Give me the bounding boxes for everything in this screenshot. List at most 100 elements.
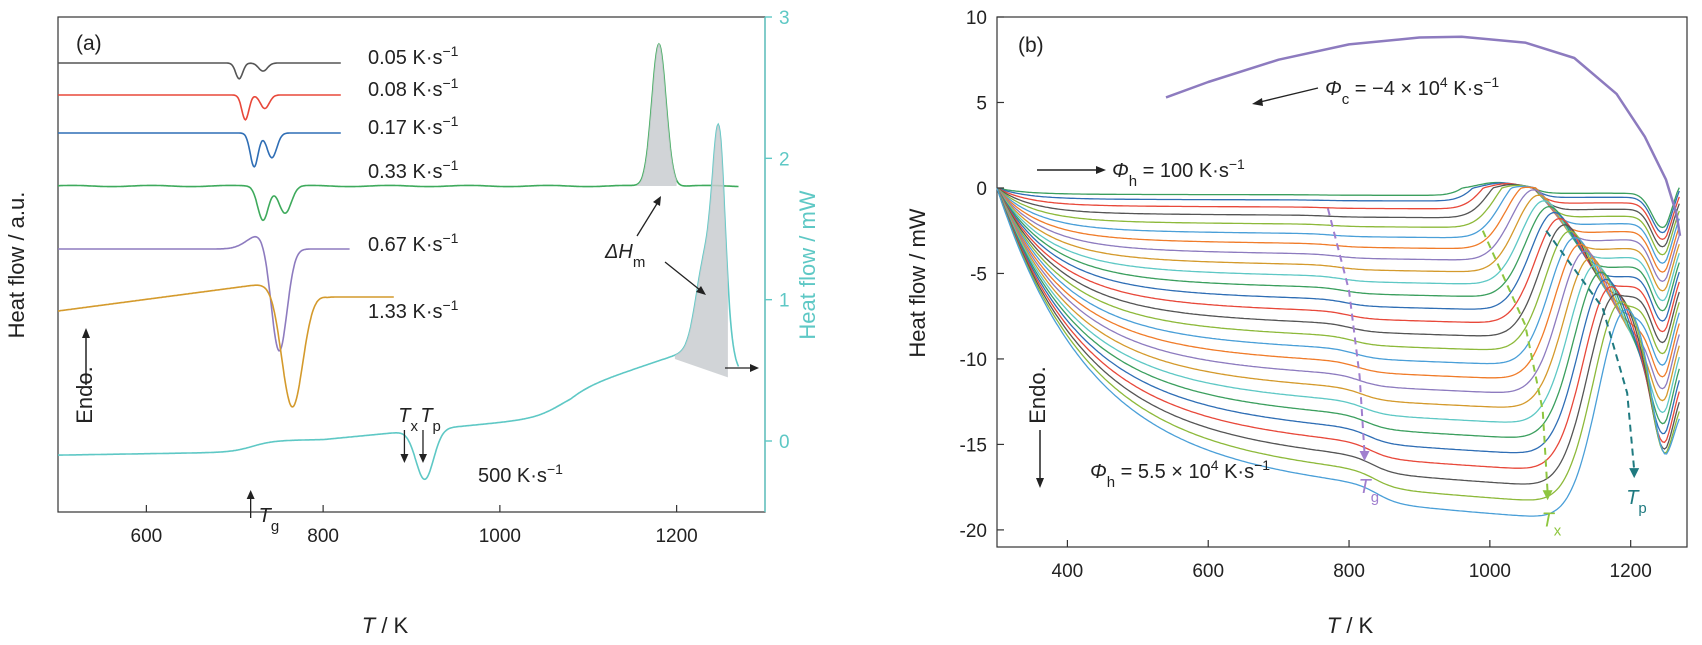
panel-b-y-ticks: 10 5 0 -5 -10 -15 -20 bbox=[960, 8, 1004, 542]
panel-a-label: (a) bbox=[76, 32, 102, 55]
panel-b-tp-dash bbox=[1545, 230, 1636, 471]
panel-b-heating-line bbox=[996, 187, 1680, 366]
panel-b-heating-line bbox=[996, 187, 1680, 355]
panel-b-tp-dash-head bbox=[1629, 468, 1640, 479]
panel-a-series-label: 0.05 K·s−1 bbox=[368, 43, 459, 69]
panel-a-series-line bbox=[58, 62, 341, 80]
panel-b-marker-lines: Tg Tx Tp bbox=[1326, 208, 1647, 539]
panel-b-heating-line bbox=[996, 187, 1680, 469]
panel-a-x-tick-label: 800 bbox=[307, 526, 339, 547]
panel-a-dHm-arrowhead1 bbox=[653, 196, 661, 206]
panel-b-heating-line bbox=[996, 187, 1680, 454]
panel-a-series-label: 0.17 K·s−1 bbox=[368, 113, 459, 139]
panel-b-heating-line bbox=[996, 187, 1680, 393]
panel-b-heating-line bbox=[996, 187, 1680, 501]
panel-a-series-line bbox=[58, 132, 341, 168]
panel-a-ylabel: Heat flow / a.u. bbox=[4, 192, 29, 339]
panel-a-series-line bbox=[57, 284, 394, 408]
panel-b-y-tick-label: 10 bbox=[966, 8, 987, 29]
panel-a-x-tick-label: 1200 bbox=[655, 526, 697, 547]
panel-b-chart: (b) Tg Tx Tp 400 600 800 1000 1200 10 5 0 -5 -10 -1… bbox=[905, 8, 1688, 638]
panel-a-series-label: 1.33 K·s−1 bbox=[368, 297, 459, 323]
panel-a-y2-tick-label: 0 bbox=[779, 432, 790, 453]
panel-a-tp-label: Tp bbox=[420, 405, 441, 435]
panel-b-y-tick-label: 0 bbox=[976, 179, 987, 200]
panel-b-tx-dash-head bbox=[1542, 490, 1553, 501]
panel-b-cooling-line bbox=[1165, 35, 1682, 237]
panel-a-series-line bbox=[58, 94, 341, 121]
panel-a-y2-ticks: 0 1 2 3 bbox=[764, 8, 790, 512]
panel-b-y-tick-label: -5 bbox=[970, 264, 987, 285]
panel-a-dHm-label: ΔHm bbox=[604, 241, 645, 271]
panel-b-tg-dash bbox=[1326, 208, 1366, 454]
panel-b-heat-low-arrowhead bbox=[1096, 166, 1106, 174]
panel-a-txtp-arrowhead bbox=[400, 454, 409, 463]
panel-a-series-labels: 0.05 K·s−1 0.08 K·s−1 0.17 K·s−1 0.33 K·s−1… bbox=[368, 43, 563, 487]
panel-a-dHm-arrow1 bbox=[636, 201, 659, 237]
panel-b-x-tick-label: 1200 bbox=[1610, 561, 1652, 582]
panel-b-x-tick-label: 800 bbox=[1333, 561, 1365, 582]
panel-b-y-tick-label: -15 bbox=[960, 435, 987, 456]
panel-a-melting-area-500 bbox=[674, 124, 728, 378]
panel-b-cooling-arrow bbox=[1259, 87, 1319, 103]
panel-b-heat-low-label: Φh = 100 K·s−1 bbox=[1112, 156, 1245, 190]
panel-a-tg-label: Tg bbox=[259, 505, 280, 535]
panel-b-y-tick-label: -20 bbox=[960, 521, 987, 542]
panel-a-x-ticks: 600 800 1000 1200 bbox=[131, 505, 698, 547]
panel-b-ylabel: Heat flow / mW bbox=[905, 208, 930, 357]
panel-a-series-label: 0.67 K·s−1 bbox=[368, 230, 459, 256]
panel-a-dHm-arrowhead2 bbox=[696, 286, 706, 295]
panel-b-label: (b) bbox=[1018, 34, 1044, 57]
panel-b-x-tick-label: 1000 bbox=[1469, 561, 1511, 582]
panel-b-x-tick-label: 600 bbox=[1192, 561, 1224, 582]
panel-b-heating-line bbox=[996, 187, 1680, 423]
panel-a-xlabel: T / K bbox=[362, 613, 409, 638]
panel-a-series-label: 0.08 K·s−1 bbox=[368, 75, 459, 101]
panel-b-heating-line bbox=[996, 187, 1680, 408]
panel-b-xlabel: T / K bbox=[1327, 613, 1374, 638]
panel-a-y2label: Heat flow / mW bbox=[795, 190, 820, 339]
panel-a-endo-arrowhead bbox=[82, 328, 90, 338]
panel-b-x-tick-label: 400 bbox=[1052, 561, 1084, 582]
panel-b-heating-line bbox=[996, 183, 1680, 248]
panel-a-annotations: ΔHm Tg Tx Tp bbox=[246, 196, 759, 535]
panel-b-heating-curves bbox=[996, 181, 1680, 517]
panel-a-endo-label: Endo. bbox=[72, 366, 97, 424]
panel-b-cooling-arrowhead bbox=[1252, 98, 1263, 106]
panel-b-heating-line bbox=[996, 187, 1680, 312]
panel-b-heating-line bbox=[996, 187, 1680, 438]
panel-b-heating-line bbox=[996, 184, 1680, 256]
panel-a-tx-label: Tx bbox=[398, 405, 418, 435]
panel-b-heating-line bbox=[996, 187, 1680, 302]
panel-b-tx-label: Tx bbox=[1542, 509, 1562, 539]
panel-b-heating-line bbox=[996, 187, 1680, 517]
panel-a-y2-arrowhead bbox=[750, 364, 759, 372]
panel-a-series-line bbox=[58, 42, 739, 222]
panel-b-y-tick-label: 5 bbox=[976, 93, 987, 114]
panel-b-tx-dash bbox=[1481, 230, 1549, 493]
panel-a-x-tick-label: 600 bbox=[131, 526, 163, 547]
panel-b-heating-line bbox=[996, 187, 1680, 292]
panel-a-dHm-arrow2 bbox=[664, 261, 701, 291]
panel-b-heating-line bbox=[996, 187, 1680, 344]
panel-a-y2-tick-label: 1 bbox=[779, 291, 790, 312]
panel-a-melting-area bbox=[636, 43, 677, 186]
panel-a-y2-tick-label: 3 bbox=[779, 8, 790, 29]
panel-b-cooling-curve bbox=[1165, 35, 1682, 237]
panel-a-x-tick-label: 1000 bbox=[479, 526, 521, 547]
panel-a-series-group bbox=[57, 42, 740, 481]
panel-a-txtp-arrowhead bbox=[418, 454, 427, 463]
panel-b-y-tick-label: -10 bbox=[960, 350, 987, 371]
panel-b-heating-line bbox=[996, 183, 1680, 240]
panel-b-annotations: Φc = −4 × 104 K·s−1 Φh = 100 K·s−1 Φh = 5.… bbox=[1037, 74, 1499, 491]
panel-b-heating-line bbox=[996, 187, 1680, 379]
panel-a-series-line bbox=[58, 235, 350, 352]
panel-b-tg-label: Tg bbox=[1359, 476, 1380, 506]
panel-a-tg-arrowhead bbox=[246, 490, 255, 499]
panel-b-endo-label: Endo. bbox=[1025, 366, 1050, 424]
panel-a-chart: (a) 0.05 K·s−1 0.08 K·s−1 0.17 K·s−1 0.33 K… bbox=[4, 8, 820, 638]
panel-b-heating-line bbox=[996, 187, 1680, 333]
panel-b-heat-high-label: Φh = 5.5 × 104 K·s−1 bbox=[1090, 457, 1270, 491]
panel-b-heating-line bbox=[996, 182, 1680, 234]
